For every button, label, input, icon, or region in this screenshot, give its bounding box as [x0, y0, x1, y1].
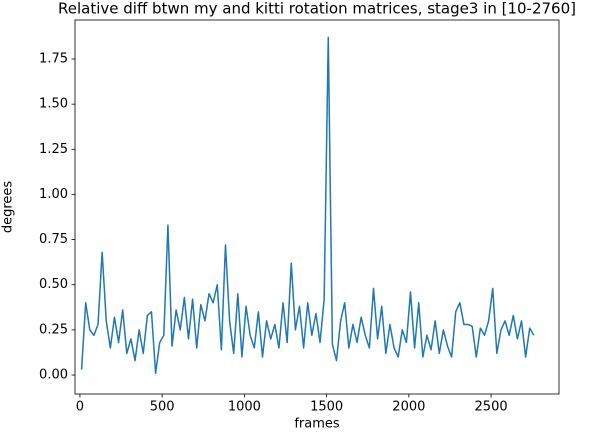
y-tick-label: 0.25 [39, 322, 68, 337]
x-tick-label: 2500 [475, 400, 508, 415]
x-tick-label: 0 [76, 400, 84, 415]
x-tick-label: 500 [150, 400, 175, 415]
y-tick-label: 1.00 [39, 187, 68, 202]
plot-frame [74, 19, 560, 395]
y-tick-label: 0.50 [39, 277, 68, 292]
x-tick-label: 2000 [392, 400, 425, 415]
x-axis-label: frames [294, 417, 340, 432]
y-tick-label: 0.00 [39, 368, 68, 383]
chart-title: Relative diff btwn my and kitti rotation… [58, 0, 576, 18]
y-tick-label: 1.25 [39, 142, 68, 157]
y-tick-label: 0.75 [39, 232, 68, 247]
x-tick-label: 1500 [310, 400, 343, 415]
x-tick-label: 1000 [228, 400, 261, 415]
line-series [80, 36, 535, 374]
y-tick-label: 1.75 [39, 52, 68, 67]
y-tick-label: 1.50 [39, 97, 68, 112]
y-axis-label: degrees [1, 181, 16, 234]
